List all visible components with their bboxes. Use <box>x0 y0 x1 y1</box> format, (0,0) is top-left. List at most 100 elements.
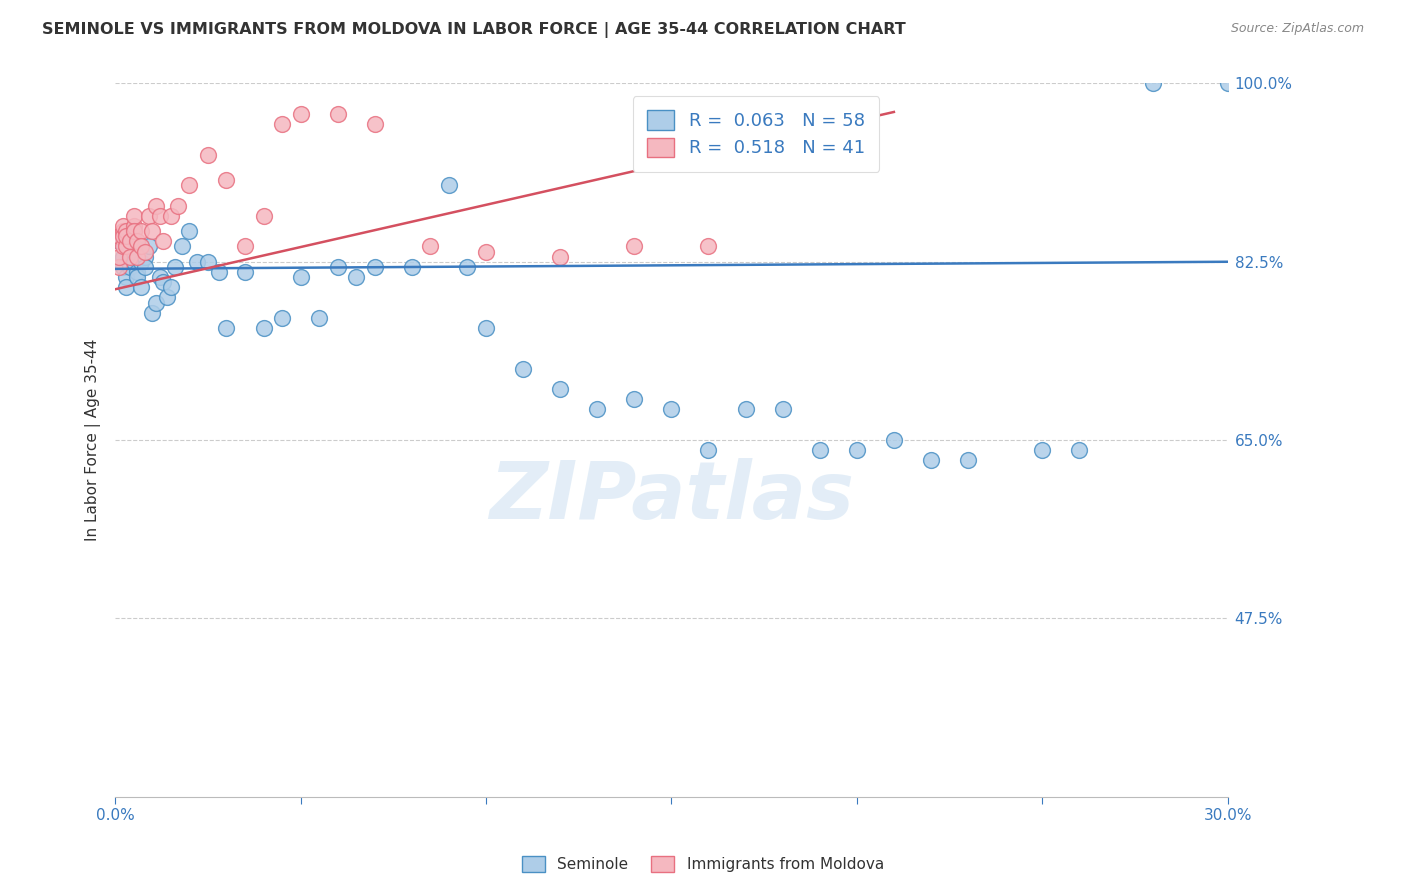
Point <box>437 178 460 193</box>
Point <box>215 321 238 335</box>
Point <box>129 254 152 268</box>
Point <box>344 270 367 285</box>
Point <box>734 402 756 417</box>
Point <box>145 199 167 213</box>
Legend: R =  0.063   N = 58, R =  0.518   N = 41: R = 0.063 N = 58, R = 0.518 N = 41 <box>633 96 879 172</box>
Point <box>129 239 152 253</box>
Point <box>233 239 256 253</box>
Point <box>122 254 145 268</box>
Point <box>697 443 720 458</box>
Point <box>115 239 138 253</box>
Point <box>127 250 149 264</box>
Point <box>364 117 387 131</box>
Point <box>108 235 131 249</box>
Point <box>179 224 201 238</box>
Point <box>179 178 201 193</box>
Point <box>134 244 156 259</box>
Point <box>122 224 145 238</box>
Point <box>115 280 138 294</box>
Point <box>122 209 145 223</box>
Point <box>456 260 478 274</box>
Point <box>122 219 145 233</box>
Point <box>215 173 238 187</box>
Point <box>145 295 167 310</box>
Point <box>252 209 274 223</box>
Point <box>159 280 181 294</box>
Point <box>957 453 980 467</box>
Point <box>118 260 141 274</box>
Point <box>111 224 134 238</box>
Text: Source: ZipAtlas.com: Source: ZipAtlas.com <box>1230 22 1364 36</box>
Point <box>118 244 141 259</box>
Point <box>661 402 683 417</box>
Point <box>1216 77 1239 91</box>
Point <box>111 250 134 264</box>
Point <box>326 260 349 274</box>
Point <box>197 254 219 268</box>
Point <box>845 443 868 458</box>
Point <box>548 250 571 264</box>
Point <box>118 250 141 264</box>
Point <box>475 244 498 259</box>
Point <box>808 443 831 458</box>
Point <box>108 250 131 264</box>
Point <box>1142 77 1164 91</box>
Point <box>772 402 794 417</box>
Point <box>920 453 942 467</box>
Point <box>197 148 219 162</box>
Point <box>586 402 609 417</box>
Point <box>111 219 134 233</box>
Point <box>1069 443 1091 458</box>
Text: ZIPatlas: ZIPatlas <box>489 458 853 536</box>
Point <box>115 229 138 244</box>
Point <box>111 229 134 244</box>
Point <box>111 239 134 253</box>
Point <box>186 254 208 268</box>
Point <box>208 265 231 279</box>
Point <box>271 117 294 131</box>
Point <box>141 306 163 320</box>
Text: SEMINOLE VS IMMIGRANTS FROM MOLDOVA IN LABOR FORCE | AGE 35-44 CORRELATION CHART: SEMINOLE VS IMMIGRANTS FROM MOLDOVA IN L… <box>42 22 905 38</box>
Point <box>149 270 172 285</box>
Point <box>623 392 645 407</box>
Point <box>129 280 152 294</box>
Point <box>163 260 186 274</box>
Point <box>512 361 534 376</box>
Point <box>138 209 160 223</box>
Point <box>108 229 131 244</box>
Point <box>290 107 312 121</box>
Point <box>108 260 131 274</box>
Point <box>697 239 720 253</box>
Point <box>127 265 149 279</box>
Point <box>548 382 571 396</box>
Point <box>167 199 190 213</box>
Point <box>138 239 160 253</box>
Point <box>364 260 387 274</box>
Point <box>127 270 149 285</box>
Point <box>308 310 330 325</box>
Point <box>134 260 156 274</box>
Point <box>156 290 179 304</box>
Legend: Seminole, Immigrants from Moldova: Seminole, Immigrants from Moldova <box>515 848 891 880</box>
Point <box>290 270 312 285</box>
Point <box>122 239 145 253</box>
Point <box>419 239 441 253</box>
Point <box>271 310 294 325</box>
Point <box>1031 443 1053 458</box>
Point <box>401 260 423 274</box>
Point <box>152 235 174 249</box>
Point <box>152 275 174 289</box>
Point <box>233 265 256 279</box>
Point <box>115 224 138 238</box>
Point <box>170 239 193 253</box>
Point <box>111 260 134 274</box>
Point <box>118 235 141 249</box>
Y-axis label: In Labor Force | Age 35-44: In Labor Force | Age 35-44 <box>86 339 101 541</box>
Point <box>326 107 349 121</box>
Point <box>159 209 181 223</box>
Point <box>129 224 152 238</box>
Point <box>141 224 163 238</box>
Point <box>149 209 172 223</box>
Point <box>883 433 905 447</box>
Point <box>134 250 156 264</box>
